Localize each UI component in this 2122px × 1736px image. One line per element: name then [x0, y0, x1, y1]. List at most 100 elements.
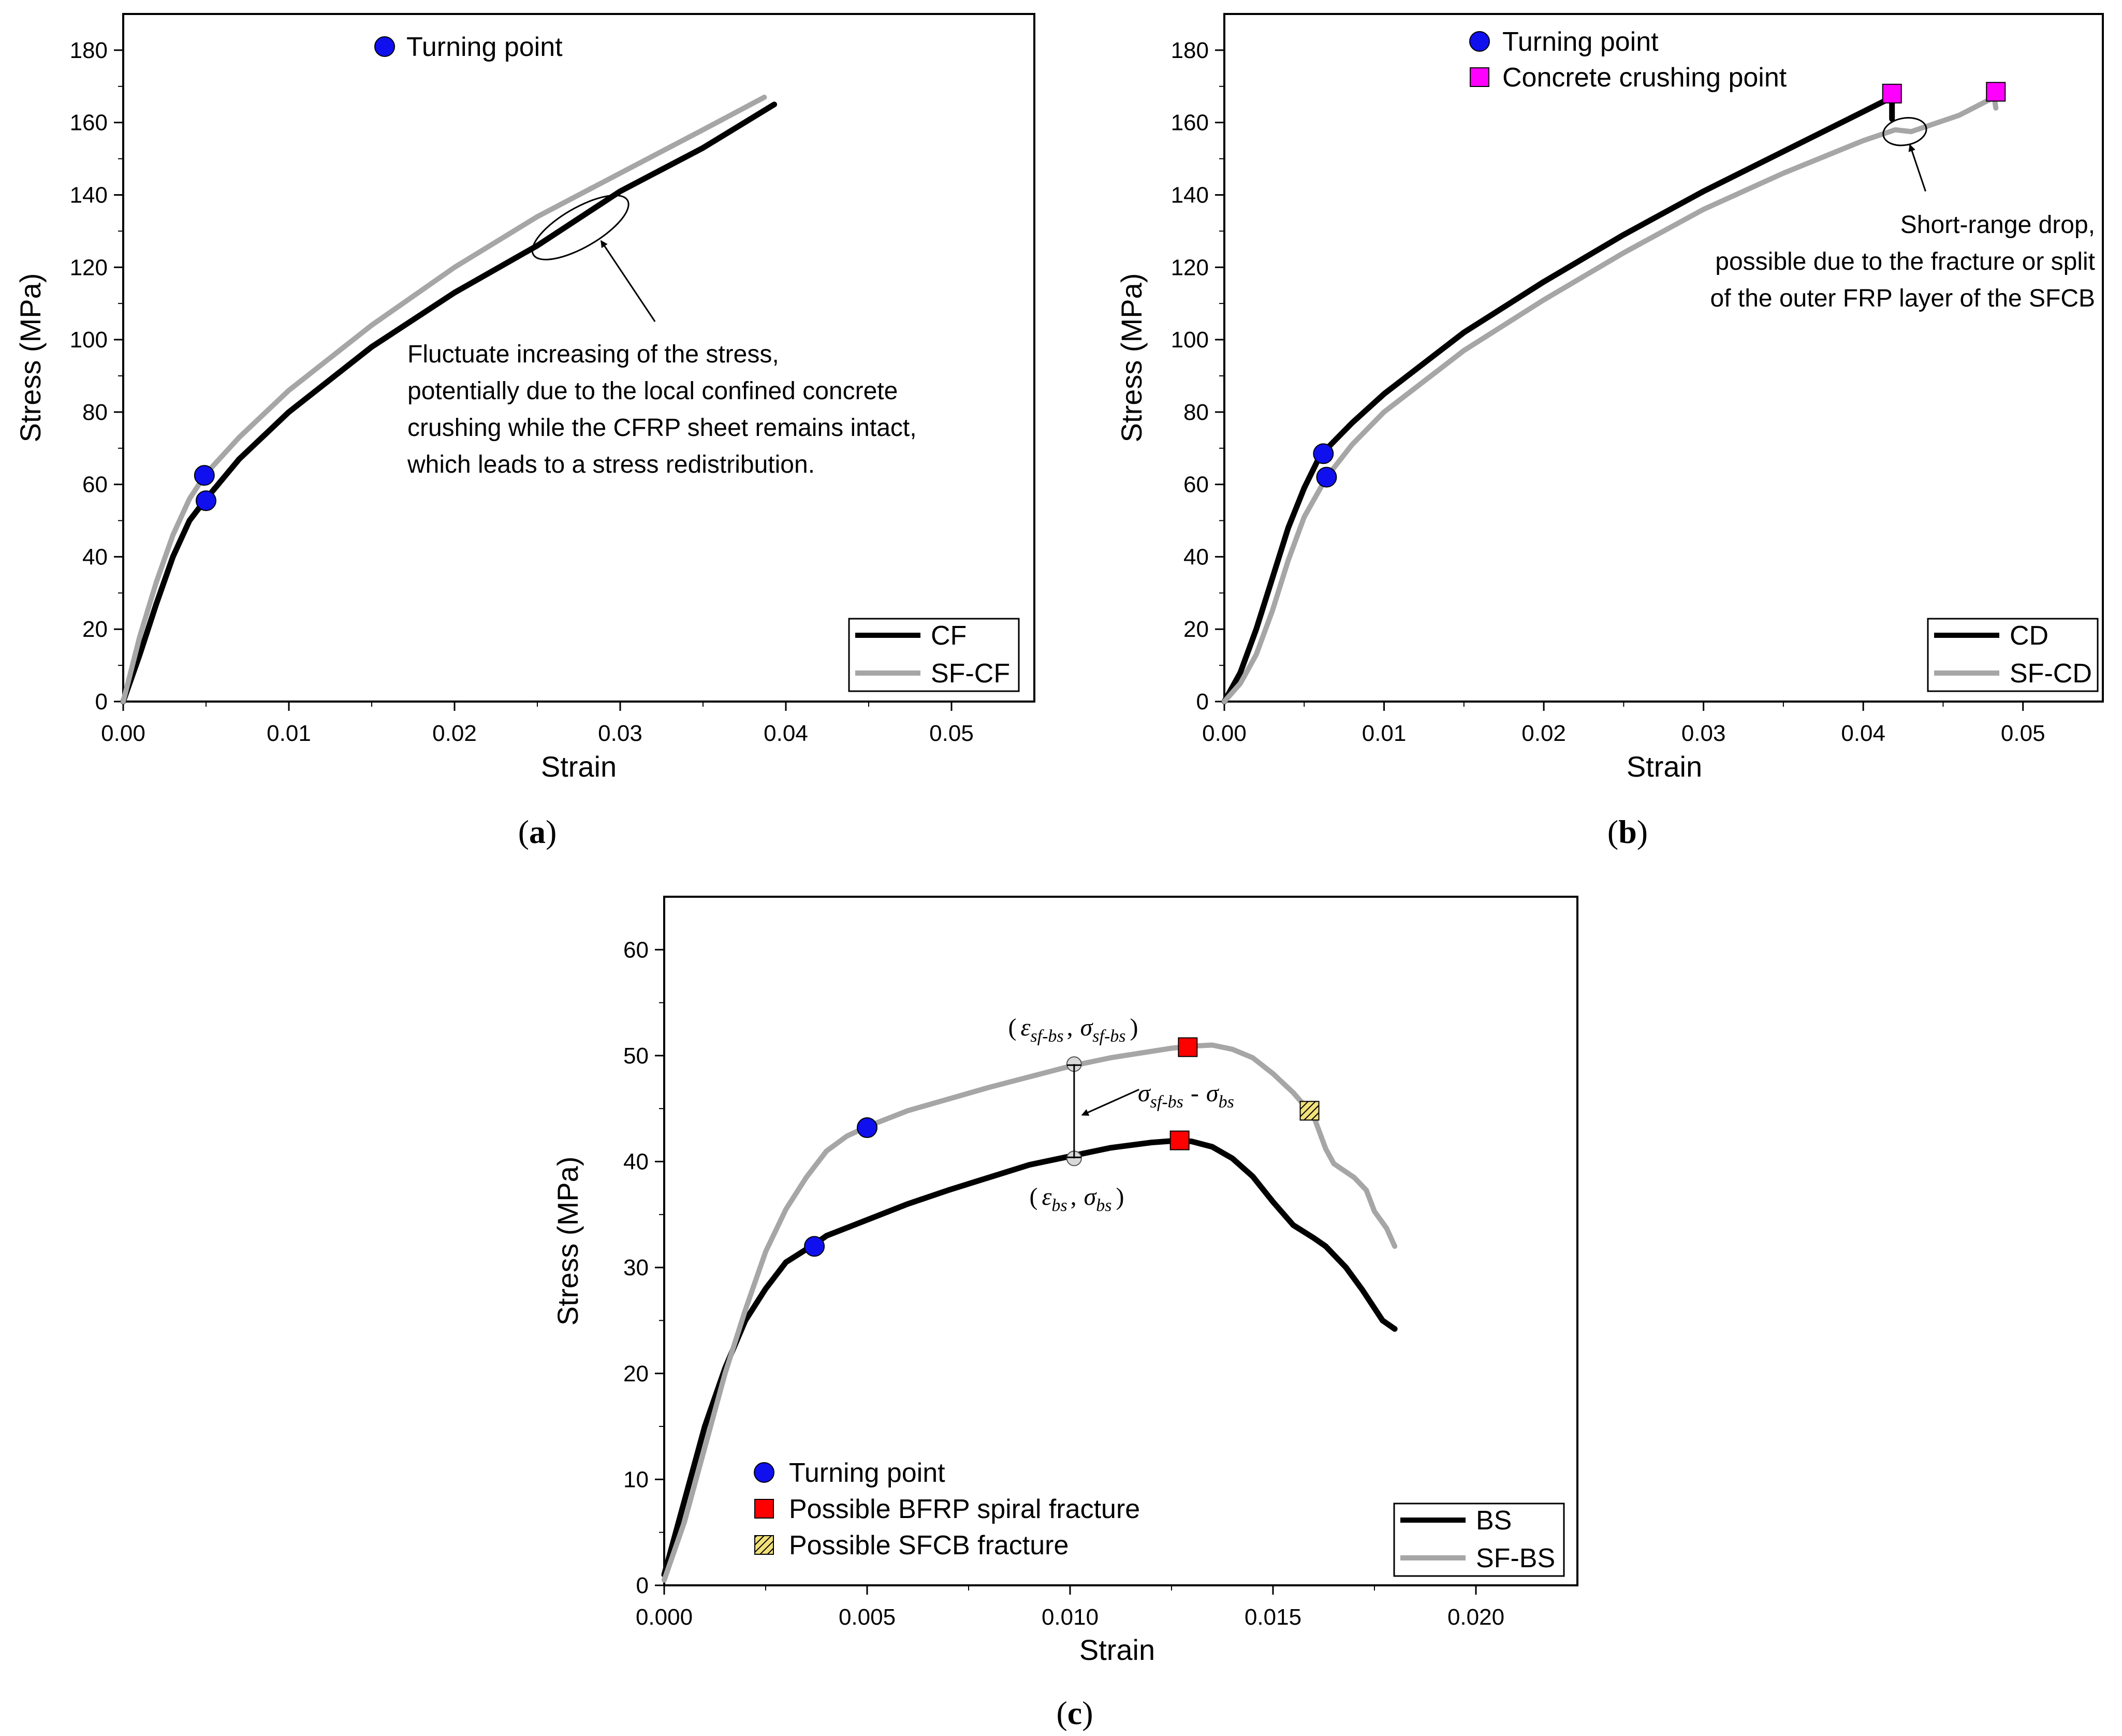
panel-b-annotation-line-2: possible due to the fracture or split [1715, 248, 2095, 275]
panel-c-y-tick-label: 10 [623, 1467, 649, 1492]
panel-b-legend-turning-point-label: Turning point [1502, 27, 1659, 57]
panel-b-legend-crushing-point-icon [1470, 67, 1489, 87]
panel-c-y-tick-label: 50 [623, 1043, 649, 1069]
panel-c-x-tick-label: 0.010 [1042, 1604, 1099, 1630]
panel-b-turning-point-marker [1313, 443, 1334, 464]
panel-c-x-tick-label: 0.015 [1245, 1604, 1301, 1630]
panel-b-x-tick-label: 0.02 [1521, 721, 1566, 746]
panel-b-y-tick-label: 80 [1183, 400, 1209, 425]
panel-c-label: (c) [1056, 1695, 1093, 1731]
panel-a-plot-area: 0.00 0.01 0.02 0.03 0.04 0.05 0 20 40 60 80 100 120 1… [70, 13, 1035, 746]
panel-c-x-tick-label: 0.020 [1447, 1604, 1504, 1630]
panel-b-legend-turning-point-icon [1469, 31, 1490, 52]
panel-a-annotation-ellipse-group [531, 194, 656, 322]
panel-b-legend-crushing-point-label: Concrete crushing point [1502, 63, 1787, 93]
panel-c-series-legend: BS SF-BS [1393, 1502, 1565, 1577]
panel-b-y-tick-label: 0 [1196, 689, 1209, 714]
panel-a-x-tick-label: 0.05 [929, 721, 974, 746]
panel-c-difference-arrow [1081, 1089, 1139, 1116]
panel-a-y-tick-label: 80 [82, 400, 108, 425]
panel-a-annotation-arrow [600, 240, 656, 322]
panel-c-legend-turning-point-label: Turning point [789, 1458, 945, 1488]
panel-b-annotation: Short-range drop, possible due to the fr… [1710, 117, 2095, 312]
panel-b-annotation-arrow [1908, 144, 1926, 192]
panel-c-top-point-label: (εsf-bs, σsf-bs) [1008, 1014, 1138, 1046]
panel-c-dimension-group [1066, 1064, 1139, 1159]
panel-a-series-sf-cf-line [121, 94, 767, 704]
panel-c-y-tick-label: 30 [623, 1255, 649, 1280]
panel-c-y-tick-label: 20 [623, 1361, 649, 1387]
panel-b-plot-area: 0.00 0.01 0.02 0.03 0.04 0.05 0 20 40 60 80 100 120 1… [1171, 13, 2104, 746]
panel-c-y-tick-label: 60 [623, 937, 649, 962]
panel-c-x-tick-label: 0.005 [839, 1604, 896, 1630]
panel-a-y-tick-label: 40 [82, 544, 108, 570]
panel-b-legend-cd-label: CD [2010, 621, 2048, 651]
panel-c-x-tick-label: 0.000 [636, 1604, 693, 1630]
panel-a-x-tick-label: 0.03 [598, 721, 642, 746]
panel-b-x-tick-label: 0.00 [1202, 721, 1247, 746]
panel-a-legend-cf-label: CF [931, 621, 967, 651]
panel-c-legend-spiral-fracture-label: Possible BFRP spiral fracture [789, 1494, 1140, 1524]
panel-c-legend-sfcb-fracture-label: Possible SFCB fracture [789, 1530, 1069, 1560]
panel-b-series-cd-line [1221, 94, 1895, 705]
panel-a-annotation-line-4: which leads to a stress redistribution. [407, 451, 815, 478]
panel-b-y-tick-label: 60 [1183, 472, 1209, 498]
panel-a-y-tick-label: 120 [70, 255, 108, 280]
panel-b-series-sf-cd-line [1222, 94, 1999, 704]
panel-b-annotation-ellipse [1882, 117, 1927, 147]
panel-c-series-bs-line [661, 1137, 1398, 1578]
panel-c-turning-point-marker [804, 1236, 825, 1257]
panel-a-x-tick-label: 0.04 [764, 721, 808, 746]
panel-a-y-tick-label: 180 [70, 38, 108, 63]
panel-a-y-tick-label: 140 [70, 182, 108, 208]
panel-a-y-tick-label: 60 [82, 472, 108, 498]
panel-b-y-tick-label: 180 [1171, 38, 1209, 63]
panel-a-legend-turning-point-label: Turning point [406, 32, 563, 62]
panel-b-x-tick-label: 0.01 [1362, 721, 1407, 746]
panel-b-x-tick-label: 0.05 [2001, 721, 2045, 746]
panel-b-x-tick-label: 0.03 [1681, 721, 1726, 746]
panel-a-y-tick-label: 0 [95, 689, 108, 714]
panel-a-annotation: Fluctuate increasing of the stress, pote… [407, 194, 917, 478]
panel-c-annotation: (εsf-bs, σsf-bs) (εbs, σbs) σsf-bs - σbs [1008, 1014, 1234, 1215]
panel-c-spiral-fracture-marker [1178, 1037, 1198, 1057]
panel-b-marker-legend: Turning point Concrete crushing point [1469, 27, 1787, 93]
panel-c-y-tick-label: 0 [636, 1573, 649, 1598]
panel-a-legend-sf-cf-label: SF-CF [931, 659, 1010, 689]
panel-c-bottom-point-label: (εbs, σbs) [1029, 1183, 1124, 1215]
panel-b-y-tick-label: 40 [1183, 544, 1209, 570]
panel-a-legend-turning-point-icon [374, 36, 395, 57]
panel-c-turning-point-marker [857, 1117, 877, 1139]
panel-b-x-tick-label: 0.04 [1841, 721, 1885, 746]
panel-c-legend-sfcb-fracture-icon [754, 1535, 774, 1555]
panel-b-turning-point-marker [1316, 466, 1337, 488]
panel-c-series-sf-bs-line [662, 1042, 1398, 1583]
panel-b-series-legend: CD SF-CD [1927, 618, 2099, 692]
panel-b-y-tick-label: 20 [1183, 617, 1209, 642]
panel-c-marker-legend: Turning point Possible BFRP spiral fract… [754, 1458, 1140, 1560]
panel-b-annotation-line-3: of the outer FRP layer of the SFCB [1710, 285, 2095, 312]
panel-a-x-tick-label: 0.02 [432, 721, 477, 746]
panel-a-label: (a) [518, 813, 557, 850]
panel-c-plot-area: 0.000 0.005 0.010 0.015 0.020 0 10 20 30 40 50 60 [623, 896, 1578, 1630]
panel-b-y-tick-label: 120 [1171, 255, 1209, 280]
panel-b-label: (b) [1607, 813, 1648, 850]
panel-a-annotation-ellipse [531, 194, 630, 260]
panel-a-y-axis-title: Stress (MPa) [14, 273, 47, 443]
panel-b-legend-sf-cd-label: SF-CD [2010, 659, 2092, 689]
panel-c-chart: 0.000 0.005 0.010 0.015 0.020 0 10 20 30 40 50 60 S… [551, 896, 1578, 1731]
panel-a-x-axis-title: Strain [541, 750, 617, 783]
panel-c-difference-label: σsf-bs - σbs [1138, 1079, 1234, 1112]
panel-a-annotation-line-3: crushing while the CFRP sheet remains in… [407, 414, 917, 442]
panel-a-x-tick-label: 0.00 [101, 721, 145, 746]
panel-c-y-tick-label: 40 [623, 1149, 649, 1175]
panel-c-y-axis-title: Stress (MPa) [551, 1157, 584, 1326]
panel-c-legend-bs-label: BS [1476, 1506, 1512, 1536]
panel-b-y-tick-label: 160 [1171, 110, 1209, 136]
panel-c-spiral-fracture-marker [1169, 1130, 1190, 1150]
panel-c-legend-spiral-fracture-icon [754, 1499, 774, 1519]
panel-a-annotation-line-2: potentially due to the local confined co… [407, 377, 898, 405]
panel-a-turning-point-marker [196, 490, 216, 512]
panel-b-y-tick-label: 140 [1171, 182, 1209, 208]
